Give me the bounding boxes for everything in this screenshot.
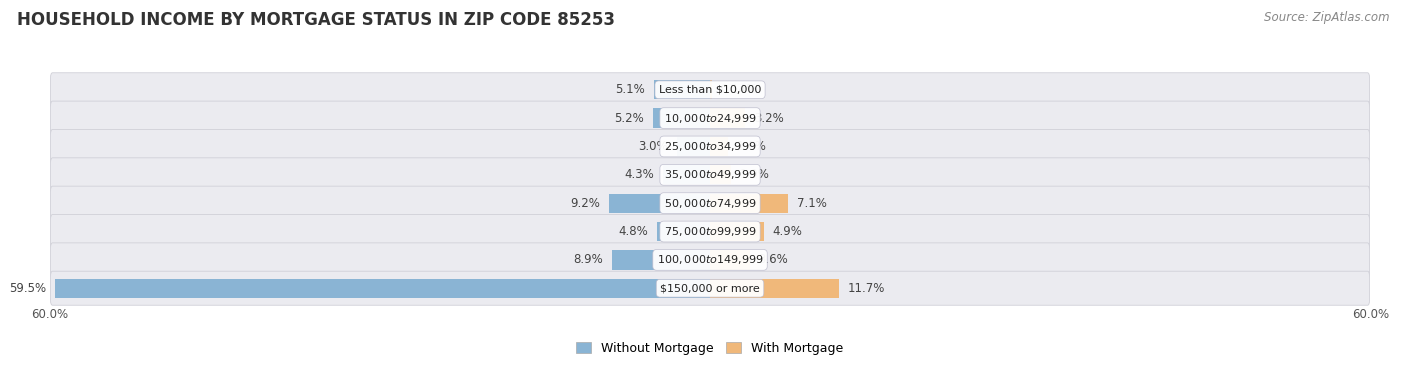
FancyBboxPatch shape <box>51 186 1369 220</box>
Text: $50,000 to $74,999: $50,000 to $74,999 <box>664 197 756 210</box>
Bar <box>710 279 839 298</box>
Text: $10,000 to $24,999: $10,000 to $24,999 <box>664 112 756 125</box>
Text: $100,000 to $149,999: $100,000 to $149,999 <box>657 253 763 266</box>
FancyBboxPatch shape <box>51 271 1369 305</box>
Text: 11.7%: 11.7% <box>848 282 884 295</box>
Text: $75,000 to $99,999: $75,000 to $99,999 <box>664 225 756 238</box>
Bar <box>710 80 711 99</box>
Text: 8.9%: 8.9% <box>574 253 603 266</box>
Text: $25,000 to $34,999: $25,000 to $34,999 <box>664 140 756 153</box>
Bar <box>710 250 749 270</box>
FancyBboxPatch shape <box>51 129 1369 164</box>
FancyBboxPatch shape <box>51 158 1369 192</box>
Text: 1.9%: 1.9% <box>740 168 769 181</box>
Bar <box>710 137 728 156</box>
Bar <box>609 194 710 213</box>
FancyBboxPatch shape <box>51 243 1369 277</box>
Bar <box>710 222 763 241</box>
FancyBboxPatch shape <box>51 215 1369 249</box>
Bar <box>657 222 710 241</box>
Bar <box>710 165 731 184</box>
Bar <box>652 108 710 128</box>
Bar <box>710 108 745 128</box>
Text: Source: ZipAtlas.com: Source: ZipAtlas.com <box>1264 11 1389 24</box>
Bar <box>654 80 710 99</box>
Text: 4.3%: 4.3% <box>624 168 654 181</box>
Bar <box>710 194 789 213</box>
Text: 1.6%: 1.6% <box>737 140 766 153</box>
Text: 5.1%: 5.1% <box>616 83 645 96</box>
Text: HOUSEHOLD INCOME BY MORTGAGE STATUS IN ZIP CODE 85253: HOUSEHOLD INCOME BY MORTGAGE STATUS IN Z… <box>17 11 614 29</box>
Bar <box>678 137 710 156</box>
FancyBboxPatch shape <box>51 73 1369 107</box>
Text: 3.0%: 3.0% <box>638 140 668 153</box>
Text: 9.2%: 9.2% <box>569 197 600 210</box>
Legend: Without Mortgage, With Mortgage: Without Mortgage, With Mortgage <box>571 337 849 359</box>
Text: 0.14%: 0.14% <box>720 83 758 96</box>
Text: 7.1%: 7.1% <box>797 197 827 210</box>
Text: $150,000 or more: $150,000 or more <box>661 283 759 293</box>
Bar <box>55 279 710 298</box>
Bar <box>662 165 710 184</box>
Text: 3.6%: 3.6% <box>758 253 789 266</box>
Text: 5.2%: 5.2% <box>614 112 644 125</box>
Text: 3.2%: 3.2% <box>754 112 783 125</box>
Text: Less than $10,000: Less than $10,000 <box>659 85 761 95</box>
Text: $35,000 to $49,999: $35,000 to $49,999 <box>664 168 756 181</box>
Text: 4.8%: 4.8% <box>619 225 648 238</box>
Text: 4.9%: 4.9% <box>773 225 803 238</box>
Text: 59.5%: 59.5% <box>8 282 46 295</box>
FancyBboxPatch shape <box>51 101 1369 135</box>
Bar <box>612 250 710 270</box>
